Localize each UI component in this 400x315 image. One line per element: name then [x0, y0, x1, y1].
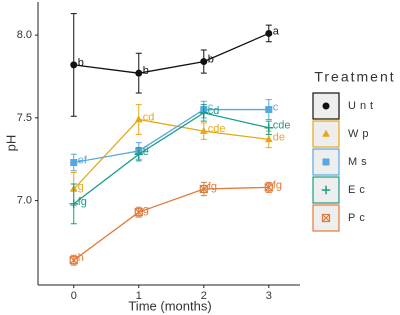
data-point [134, 150, 143, 159]
data-point [70, 61, 78, 69]
significance-letter: e [143, 143, 149, 155]
y-tick-label: 7.5 [17, 112, 32, 124]
significance-letter: g [143, 204, 149, 216]
data-point [199, 108, 208, 118]
legend-label: Ms [348, 156, 371, 168]
significance-letter: fg [78, 196, 87, 208]
x-tick-label: 0 [71, 290, 77, 302]
legend-marker [322, 102, 330, 110]
x-tick-label: 3 [266, 290, 272, 302]
data-point [199, 184, 208, 194]
data-point [134, 115, 143, 123]
significance-letter: ef [78, 154, 88, 166]
data-point [264, 135, 273, 143]
legend-key [312, 176, 340, 204]
significance-letter: h [78, 252, 84, 264]
series-line [73, 108, 269, 164]
data-point [69, 256, 78, 265]
significance-letter: c [208, 101, 214, 113]
series-line [73, 32, 270, 74]
legend-marker [322, 129, 330, 137]
legend-marker [321, 213, 331, 223]
significance-letter: de [273, 131, 285, 143]
legend-marker [322, 158, 330, 166]
legend-title: Treatment [314, 69, 395, 85]
legend-label: Wp [348, 128, 373, 140]
data-point [70, 159, 78, 167]
data-point [264, 183, 273, 192]
data-point [264, 123, 273, 132]
y-axis-title: pH [3, 135, 18, 152]
y-tick-label: 8.0 [17, 29, 32, 41]
data-point [199, 126, 208, 134]
significance-letter: fg [208, 181, 217, 193]
legend-label: Pc [348, 212, 369, 224]
x-tick-label: 1 [136, 290, 142, 302]
data-point [265, 29, 273, 37]
significance-letter: cde [208, 123, 226, 135]
significance-letter: cde [273, 120, 291, 132]
significance-letter: b [78, 57, 84, 69]
data-point [135, 69, 143, 77]
data-point [265, 106, 273, 114]
data-point [200, 58, 208, 66]
significance-letter: cd [143, 111, 155, 123]
significance-letter: a [273, 25, 280, 37]
y-tick-label: 7.0 [17, 195, 32, 207]
legend-label: Unt [348, 100, 377, 112]
legend-label: Ec [348, 184, 369, 196]
series-line [73, 118, 269, 190]
significance-letter: cd [208, 105, 220, 117]
data-point [69, 199, 78, 209]
significance-letter: fg [273, 179, 282, 191]
significance-letter: e [143, 146, 149, 158]
series-line [73, 186, 269, 261]
significance-letter: b [208, 53, 214, 65]
significance-letter: g [78, 181, 84, 193]
legend-marker [321, 185, 331, 195]
significance-letter: b [143, 65, 149, 77]
series-line [73, 112, 269, 205]
x-tick-label: 2 [201, 290, 207, 302]
significance-letter: c [273, 101, 279, 113]
x-axis-title: Time (months) [128, 298, 211, 313]
data-point [134, 208, 143, 217]
